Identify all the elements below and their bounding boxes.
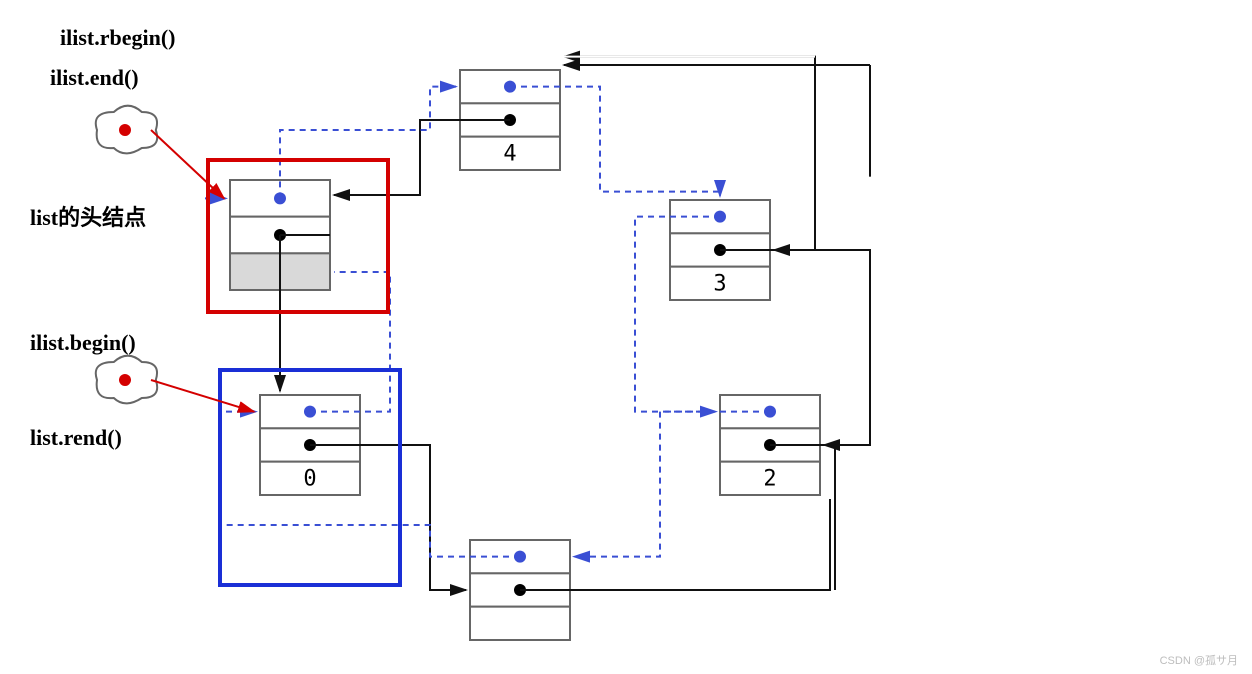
label-begin: ilist.begin() — [30, 330, 136, 355]
label-end: ilist.end() — [50, 65, 139, 90]
node-value-n0: 0 — [303, 466, 316, 491]
diagram-canvas: 4 3 2 0 ilist.rbegin() ilist.end() list的头结点 ili… — [0, 0, 1252, 674]
node-value-n2: 2 — [763, 466, 776, 491]
node-value-n4: 4 — [503, 141, 516, 166]
label-head: list的头结点 — [30, 205, 146, 230]
label-rend: list.rend() — [30, 425, 122, 450]
iterator-cloud — [96, 106, 157, 154]
watermark: CSDN @孤サ月 — [1160, 652, 1238, 668]
node-value-n3: 3 — [713, 271, 726, 296]
label-rbegin: ilist.rbegin() — [60, 25, 176, 50]
iterator-cloud — [96, 356, 157, 404]
